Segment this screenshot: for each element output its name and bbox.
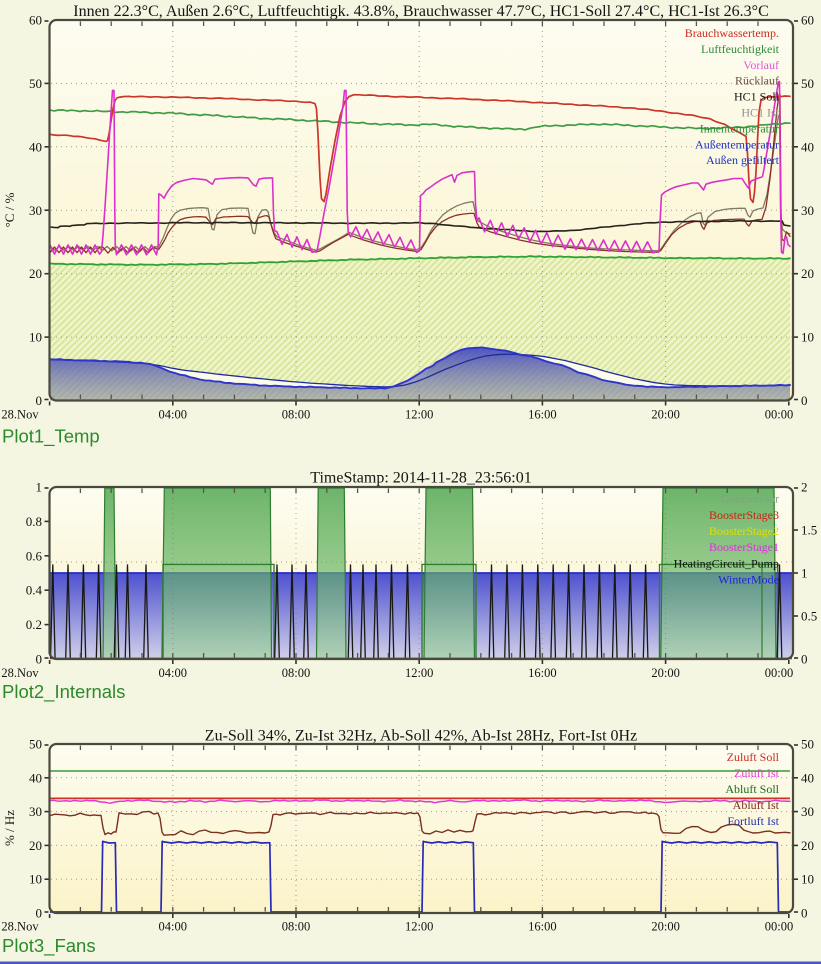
svg-text:16:00: 16:00	[528, 920, 556, 934]
svg-text:20:00: 20:00	[651, 920, 679, 934]
svg-text:Außentemperatur: Außentemperatur	[695, 137, 779, 151]
svg-text:16:00: 16:00	[528, 666, 556, 680]
svg-text:HC1 Ist: HC1 Ist	[741, 106, 779, 120]
svg-text:Compressor: Compressor	[721, 492, 779, 506]
svg-text:10: 10	[801, 330, 814, 345]
svg-text:Zu-Soll 34%, Zu-Ist 32Hz, Ab-S: Zu-Soll 34%, Zu-Ist 32Hz, Ab-Soll 42%, A…	[205, 728, 637, 745]
svg-text:0: 0	[801, 652, 808, 667]
svg-text:Plot3_Fans: Plot3_Fans	[2, 935, 96, 957]
svg-text:0.6: 0.6	[26, 548, 43, 563]
svg-text:Plot1_Temp: Plot1_Temp	[2, 426, 100, 448]
svg-text:40: 40	[29, 770, 42, 785]
svg-text:00:00: 00:00	[765, 666, 793, 680]
svg-text:08:00: 08:00	[282, 920, 310, 934]
svg-text:WinterMode: WinterMode	[718, 572, 779, 586]
svg-text:40: 40	[801, 139, 814, 154]
svg-text:BoosterStage3: BoosterStage3	[709, 508, 779, 522]
svg-text:10: 10	[29, 330, 42, 345]
svg-text:00:00: 00:00	[765, 408, 793, 422]
svg-text:Plot2_Internals: Plot2_Internals	[2, 681, 125, 703]
svg-text:Außen gefiltert: Außen gefiltert	[706, 153, 780, 167]
svg-text:Innentemperatur: Innentemperatur	[700, 121, 779, 135]
svg-text:Zuluft Ist: Zuluft Ist	[734, 766, 780, 780]
svg-text:20: 20	[801, 838, 814, 853]
svg-text:12:00: 12:00	[405, 920, 433, 934]
svg-text:0.8: 0.8	[26, 514, 42, 529]
svg-text:10: 10	[29, 872, 42, 887]
svg-text:20: 20	[801, 266, 814, 281]
svg-text:20: 20	[29, 266, 42, 281]
svg-text:Innen 22.3°C, Außen 2.6°C, Luf: Innen 22.3°C, Außen 2.6°C, Luftfeuchtigk…	[73, 3, 769, 20]
svg-text:30: 30	[801, 804, 814, 819]
svg-text:08:00: 08:00	[282, 666, 310, 680]
svg-text:50: 50	[801, 737, 814, 752]
svg-text:HeatingCircuit_Pump: HeatingCircuit_Pump	[674, 556, 779, 570]
svg-text:30: 30	[29, 804, 42, 819]
svg-text:0: 0	[801, 393, 808, 408]
svg-text:Fortluft Ist: Fortluft Ist	[727, 814, 779, 828]
svg-text:28.Nov: 28.Nov	[1, 920, 39, 934]
svg-text:20: 20	[29, 838, 42, 853]
svg-text:0: 0	[36, 393, 43, 408]
svg-text:0: 0	[801, 906, 808, 921]
svg-text:0: 0	[36, 652, 43, 667]
svg-text:20:00: 20:00	[651, 666, 679, 680]
svg-text:Abluft Ist: Abluft Ist	[733, 798, 780, 812]
svg-text:30: 30	[29, 203, 42, 218]
svg-text:12:00: 12:00	[405, 408, 433, 422]
svg-text:40: 40	[29, 139, 42, 154]
svg-text:60: 60	[801, 13, 814, 28]
svg-text:08:00: 08:00	[282, 408, 310, 422]
svg-text:28.Nov: 28.Nov	[1, 666, 39, 680]
svg-text:10: 10	[801, 872, 814, 887]
svg-text:50: 50	[29, 76, 42, 91]
svg-text:04:00: 04:00	[159, 920, 187, 934]
svg-text:30: 30	[801, 203, 814, 218]
svg-text:40: 40	[801, 770, 814, 785]
svg-text:°C / %: °C / %	[2, 192, 17, 227]
svg-text:28.Nov: 28.Nov	[1, 408, 39, 422]
svg-text:BoosterStage1: BoosterStage1	[709, 540, 779, 554]
svg-text:04:00: 04:00	[159, 408, 187, 422]
svg-text:HC1 Soll: HC1 Soll	[734, 90, 780, 104]
svg-text:Zuluft Soll: Zuluft Soll	[727, 750, 780, 764]
svg-text:50: 50	[29, 737, 42, 752]
svg-text:0.2: 0.2	[26, 617, 42, 632]
svg-text:50: 50	[801, 76, 814, 91]
svg-text:Abluft Soll: Abluft Soll	[725, 782, 779, 796]
svg-text:0.4: 0.4	[26, 583, 43, 598]
svg-text:1: 1	[36, 480, 43, 495]
svg-text:16:00: 16:00	[528, 408, 556, 422]
svg-text:12:00: 12:00	[405, 666, 433, 680]
svg-text:Vorlauf: Vorlauf	[743, 58, 779, 72]
svg-text:60: 60	[29, 13, 42, 28]
svg-text:1: 1	[801, 566, 808, 581]
svg-text:BoosterStage2: BoosterStage2	[709, 524, 779, 538]
svg-text:TimeStamp: 2014-11-28_23:56:01: TimeStamp: 2014-11-28_23:56:01	[310, 470, 532, 487]
svg-text:00:00: 00:00	[765, 920, 793, 934]
svg-text:04:00: 04:00	[159, 666, 187, 680]
svg-text:20:00: 20:00	[651, 408, 679, 422]
svg-text:Brauchwassertemp.: Brauchwassertemp.	[685, 26, 779, 40]
svg-text:0: 0	[36, 906, 43, 921]
svg-text:Luftfeuchtigkeit: Luftfeuchtigkeit	[701, 42, 780, 56]
svg-text:% / Hz: % / Hz	[2, 810, 17, 846]
svg-text:Rücklauf: Rücklauf	[735, 74, 779, 88]
svg-text:2: 2	[801, 480, 808, 495]
svg-text:1.5: 1.5	[801, 523, 817, 538]
svg-text:0.5: 0.5	[801, 609, 817, 624]
